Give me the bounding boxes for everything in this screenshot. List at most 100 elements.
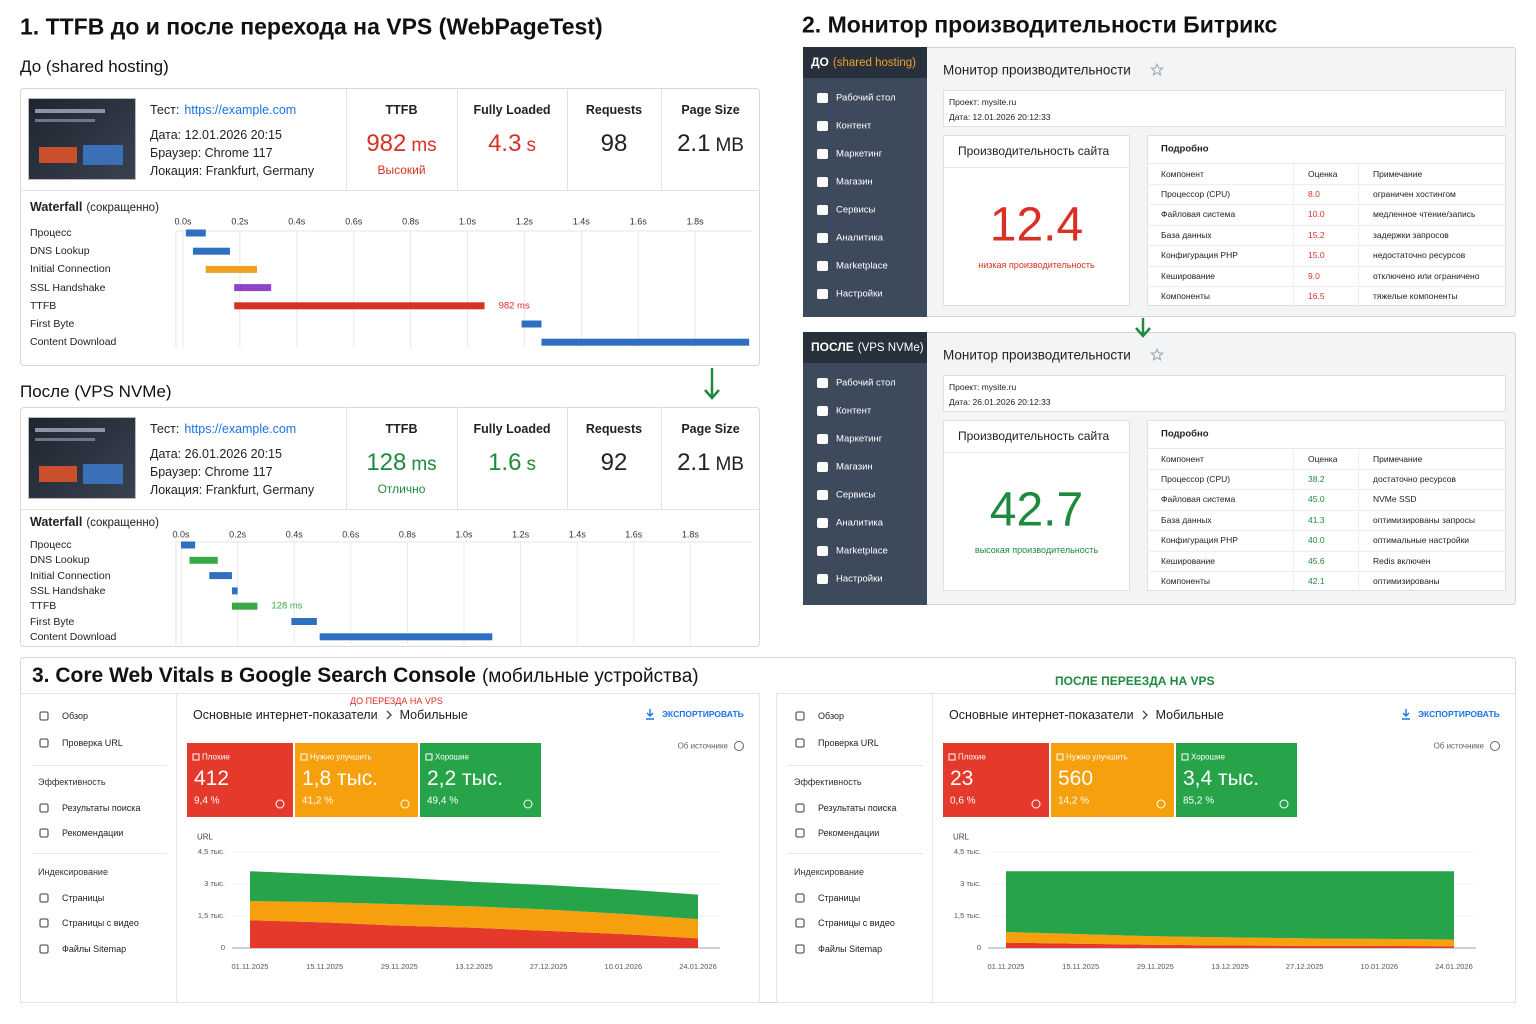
metric-value: 1.6 s xyxy=(457,449,567,477)
details-cell: Процессор (CPU) xyxy=(1161,189,1231,199)
row-label: Initial Connection xyxy=(30,569,111,582)
panel-heading: До (shared hosting) xyxy=(20,57,169,76)
chevron xyxy=(1142,710,1148,720)
metric-label: TTFB xyxy=(385,422,418,436)
metric-divider xyxy=(661,88,662,190)
card-label: Нужно улучшить xyxy=(310,752,372,762)
card-value: 412 xyxy=(194,767,230,790)
details-cell: Конфигурация PHP xyxy=(1161,250,1238,261)
bitrix-badge: ДО (shared hosting) xyxy=(811,53,916,71)
column-header: Компонент xyxy=(1161,169,1204,179)
status-card xyxy=(295,743,418,817)
sidebar-item: Рекомендации xyxy=(62,828,124,838)
sidebar-item: Контент xyxy=(836,120,872,132)
row-divider xyxy=(1147,571,1506,572)
waterfall-title-sub: (сокращенно) xyxy=(86,202,159,214)
gsc-sidebar xyxy=(776,693,933,1003)
metric-value: 2.1 MB xyxy=(661,130,760,158)
metric-label: Requests xyxy=(585,103,643,117)
sidebar-item: Результаты поиска xyxy=(62,803,141,813)
panel-heading: После (VPS NVMe) xyxy=(20,382,172,401)
test-date: Дата: 12.01.2026 20:15 xyxy=(150,128,282,142)
score-cell: 45.6 xyxy=(1308,555,1325,566)
score-value: 12.4 xyxy=(989,198,1084,252)
project-name: Проект: mysite.ru xyxy=(949,382,1017,392)
score-cell: 15.2 xyxy=(1308,229,1325,240)
test-url: https://example.com xyxy=(184,103,297,117)
row-label: First Byte xyxy=(30,318,75,330)
metric-value: 2.1 MB xyxy=(661,449,760,477)
panel-label: ПОСЛЕ ПЕРЕЕЗДА НА VPS xyxy=(1055,674,1215,688)
sidebar-item: Рекомендации xyxy=(818,828,880,838)
details-cell: База данных xyxy=(1161,514,1212,525)
bitrix-badge-bg xyxy=(803,47,927,78)
monitor-header: Монитор производительности xyxy=(943,347,1131,363)
column-divider xyxy=(1293,449,1294,591)
sidebar-item: Аналитика xyxy=(836,232,884,244)
sidebar-item: Файлы Sitemap xyxy=(62,944,127,954)
metric-value: 4.3 s xyxy=(457,130,567,158)
metric-number: 4.3 xyxy=(488,130,522,157)
metric-number: 1.6 xyxy=(488,449,522,476)
details-cell: Процессор (CPU) xyxy=(1161,474,1231,484)
score-card-divider xyxy=(943,167,1130,168)
breadcrumb-chevron xyxy=(1142,710,1148,720)
section-title: 1. TTFB до и после перехода на VPS (WebP… xyxy=(20,13,603,40)
details-cell: отключено или ограничено xyxy=(1373,270,1480,281)
metric-unit: s xyxy=(526,454,536,475)
sidebar-heading: Индексирование xyxy=(38,867,108,877)
section-title-main: 3. Core Web Vitals в Google Search Conso… xyxy=(32,664,476,687)
row-label: DNS Lookup xyxy=(30,554,90,567)
sidebar-heading: Эффективность xyxy=(794,777,862,787)
details-divider xyxy=(1147,448,1506,449)
metric-value: 92 xyxy=(567,449,661,477)
sidebar-item: Страницы xyxy=(62,893,105,903)
card-share: 85,2 % xyxy=(1183,795,1215,807)
waterfall-title-sub: (сокращенно) xyxy=(86,517,159,529)
waterfall-title-main: Waterfall xyxy=(30,515,83,529)
sidebar-item: Сервисы xyxy=(836,489,876,501)
card-label: Плохие xyxy=(202,752,230,762)
details-title: Подробно xyxy=(1161,143,1209,155)
metric-number: 98 xyxy=(600,130,628,157)
breadcrumb-item: Мобильные xyxy=(1155,708,1224,722)
breadcrumb-chevron xyxy=(386,710,392,720)
sidebar-item: Контент xyxy=(836,405,872,417)
export-button: ЭКСПОРТИРОВАТЬ xyxy=(662,709,744,719)
breadcrumb: Основные интернет-показатели Мобильные xyxy=(193,708,468,722)
card-value: 560 xyxy=(1058,767,1094,790)
sidebar-item: Магазин xyxy=(836,176,873,188)
sidebar-item: Обзор xyxy=(62,711,88,721)
details-cell: недостаточно ресурсов xyxy=(1373,250,1466,261)
row-label: SSL Handshake xyxy=(30,584,106,597)
project-name: Проект: mysite.ru xyxy=(949,97,1017,107)
sidebar-item: Настройки xyxy=(836,288,883,300)
card-label: Хорошие xyxy=(1191,752,1225,762)
metric-divider xyxy=(661,407,662,509)
card-share: 14,2 % xyxy=(1058,795,1090,807)
sidebar-item: Обзор xyxy=(818,711,844,721)
sidebar-item: Сервисы xyxy=(836,204,876,216)
score-cell: 40.0 xyxy=(1308,535,1325,546)
waterfall-title: Waterfall (сокращенно) xyxy=(30,515,159,529)
test-date: Дата: 26.01.2026 20:15 xyxy=(150,447,282,461)
test-label: Тест: xyxy=(150,422,180,436)
badge-main: ДО xyxy=(811,55,829,69)
card-value: 1,8 тыс. xyxy=(302,767,379,790)
thumbnail-block xyxy=(39,147,77,163)
metric-note: Отлично xyxy=(377,482,426,496)
breadcrumb-item: Основные интернет-показатели xyxy=(949,708,1134,722)
metric-value: 128 ms xyxy=(346,449,457,477)
details-cell: Файловая система xyxy=(1161,209,1236,220)
row-label: Content Download xyxy=(30,630,117,643)
details-cell: Компоненты xyxy=(1161,576,1210,586)
sidebar-item: Рабочий стол xyxy=(836,377,896,389)
row-label: TTFB xyxy=(30,600,57,613)
project-box xyxy=(943,90,1506,127)
badge-main: ПОСЛЕ xyxy=(811,340,854,354)
status-card xyxy=(187,743,293,817)
metric-label: Requests xyxy=(585,422,643,436)
sidebar-item: Маркетинг xyxy=(836,433,883,445)
row-divider xyxy=(1147,245,1506,247)
thumbnail-bar xyxy=(35,109,105,113)
